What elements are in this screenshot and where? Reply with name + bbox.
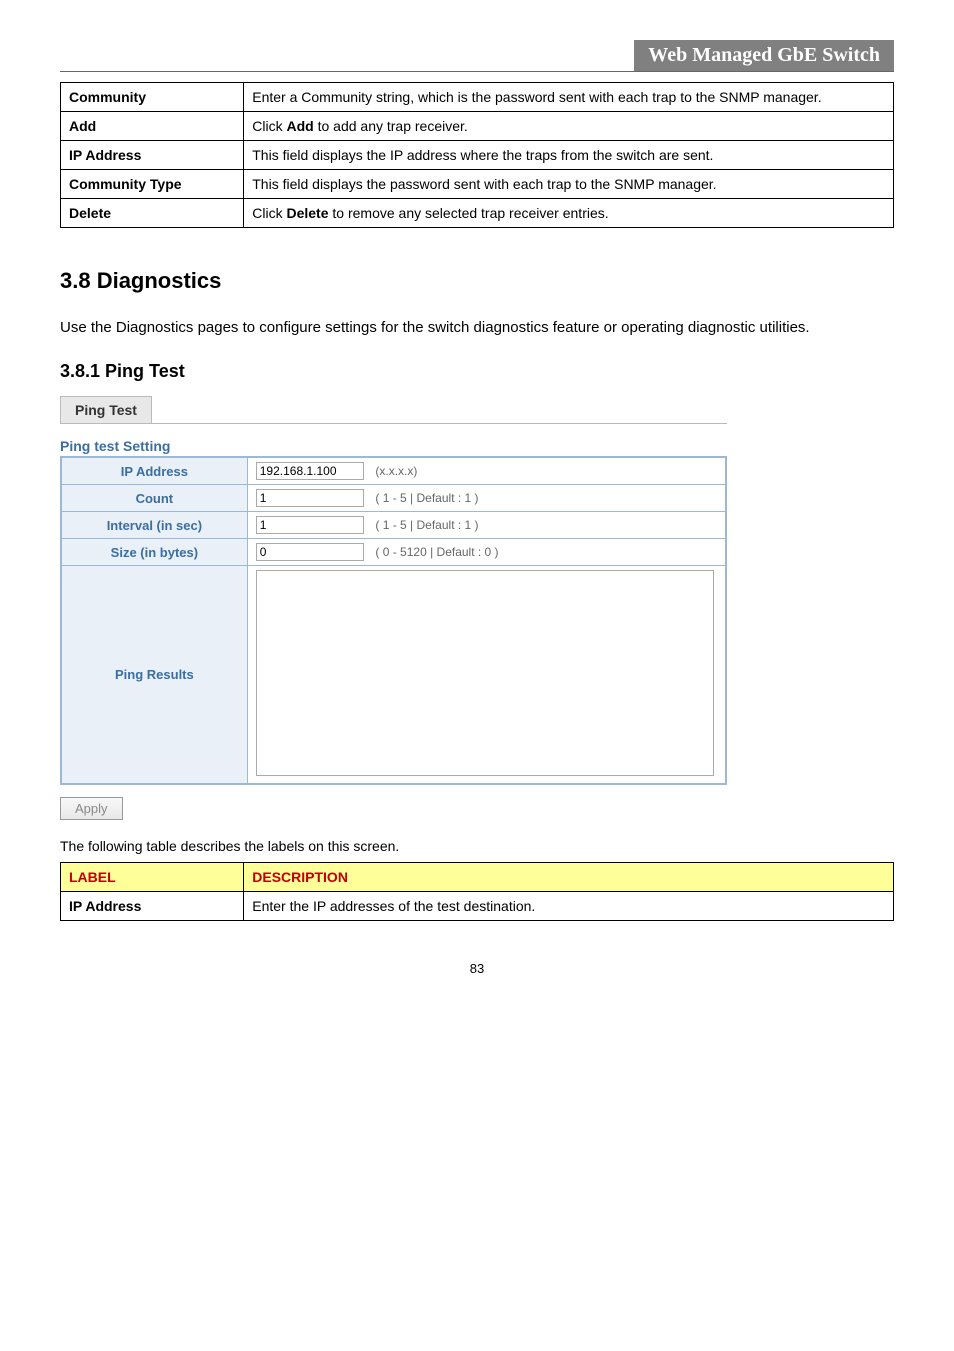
page-number: 83 xyxy=(60,961,894,976)
ping-tab-bar: Ping Test xyxy=(60,396,727,424)
count-input[interactable] xyxy=(256,489,364,507)
row-label: Add xyxy=(61,112,244,141)
label-description-table: LABEL DESCRIPTION IP Address Enter the I… xyxy=(60,862,894,921)
table-caption: The following table describes the labels… xyxy=(60,838,894,854)
ping-settings-table: IP Address (x.x.x.x) Count ( 1 - 5 | Def… xyxy=(60,456,727,785)
row-label: IP Address xyxy=(61,141,244,170)
row-desc: Enter the IP addresses of the test desti… xyxy=(244,892,894,921)
ping-test-tab[interactable]: Ping Test xyxy=(60,396,152,423)
ping-row-interval: Interval (in sec) ( 1 - 5 | Default : 1 … xyxy=(61,512,726,539)
col-label-header: LABEL xyxy=(61,863,244,892)
row-desc: This field displays the password sent wi… xyxy=(244,170,894,199)
count-hint: ( 1 - 5 | Default : 1 ) xyxy=(375,491,478,505)
size-hint: ( 0 - 5120 | Default : 0 ) xyxy=(375,545,498,559)
table-row: Add Click Add to add any trap receiver. xyxy=(61,112,894,141)
row-desc: Enter a Community string, which is the p… xyxy=(244,83,894,112)
table-row: IP Address Enter the IP addresses of the… xyxy=(61,892,894,921)
table-header-row: LABEL DESCRIPTION xyxy=(61,863,894,892)
table-row: IP Address This field displays the IP ad… xyxy=(61,141,894,170)
row-desc: Click Add to add any trap receiver. xyxy=(244,112,894,141)
results-label: Ping Results xyxy=(61,566,247,785)
size-input[interactable] xyxy=(256,543,364,561)
row-label: Delete xyxy=(61,199,244,228)
interval-label: Interval (in sec) xyxy=(61,512,247,539)
snmp-table: Community Enter a Community string, whic… xyxy=(60,82,894,228)
subsection-heading: 3.8.1 Ping Test xyxy=(60,361,894,382)
results-cell xyxy=(247,566,726,785)
row-label: IP Address xyxy=(61,892,244,921)
row-label: Community xyxy=(61,83,244,112)
ip-cell: (x.x.x.x) xyxy=(247,457,726,485)
ping-row-size: Size (in bytes) ( 0 - 5120 | Default : 0… xyxy=(61,539,726,566)
size-label: Size (in bytes) xyxy=(61,539,247,566)
ip-address-input[interactable] xyxy=(256,462,364,480)
ip-hint: (x.x.x.x) xyxy=(375,464,417,478)
apply-button[interactable]: Apply xyxy=(60,797,123,820)
ping-results-textarea[interactable] xyxy=(256,570,714,776)
header-title: Web Managed GbE Switch xyxy=(634,40,894,71)
size-cell: ( 0 - 5120 | Default : 0 ) xyxy=(247,539,726,566)
ping-setting-title: Ping test Setting xyxy=(60,438,894,454)
ping-row-ip: IP Address (x.x.x.x) xyxy=(61,457,726,485)
section-heading: 3.8 Diagnostics xyxy=(60,268,894,294)
count-cell: ( 1 - 5 | Default : 1 ) xyxy=(247,485,726,512)
ping-row-results: Ping Results xyxy=(61,566,726,785)
table-row: Community Type This field displays the p… xyxy=(61,170,894,199)
section-intro: Use the Diagnostics pages to configure s… xyxy=(60,314,894,341)
col-desc-header: DESCRIPTION xyxy=(244,863,894,892)
interval-cell: ( 1 - 5 | Default : 1 ) xyxy=(247,512,726,539)
row-desc: Click Delete to remove any selected trap… xyxy=(244,199,894,228)
count-label: Count xyxy=(61,485,247,512)
ip-label: IP Address xyxy=(61,457,247,485)
interval-hint: ( 1 - 5 | Default : 1 ) xyxy=(375,518,478,532)
page-header: Web Managed GbE Switch xyxy=(60,40,894,72)
row-desc: This field displays the IP address where… xyxy=(244,141,894,170)
table-row: Community Enter a Community string, whic… xyxy=(61,83,894,112)
table-row: Delete Click Delete to remove any select… xyxy=(61,199,894,228)
interval-input[interactable] xyxy=(256,516,364,534)
row-label: Community Type xyxy=(61,170,244,199)
ping-row-count: Count ( 1 - 5 | Default : 1 ) xyxy=(61,485,726,512)
